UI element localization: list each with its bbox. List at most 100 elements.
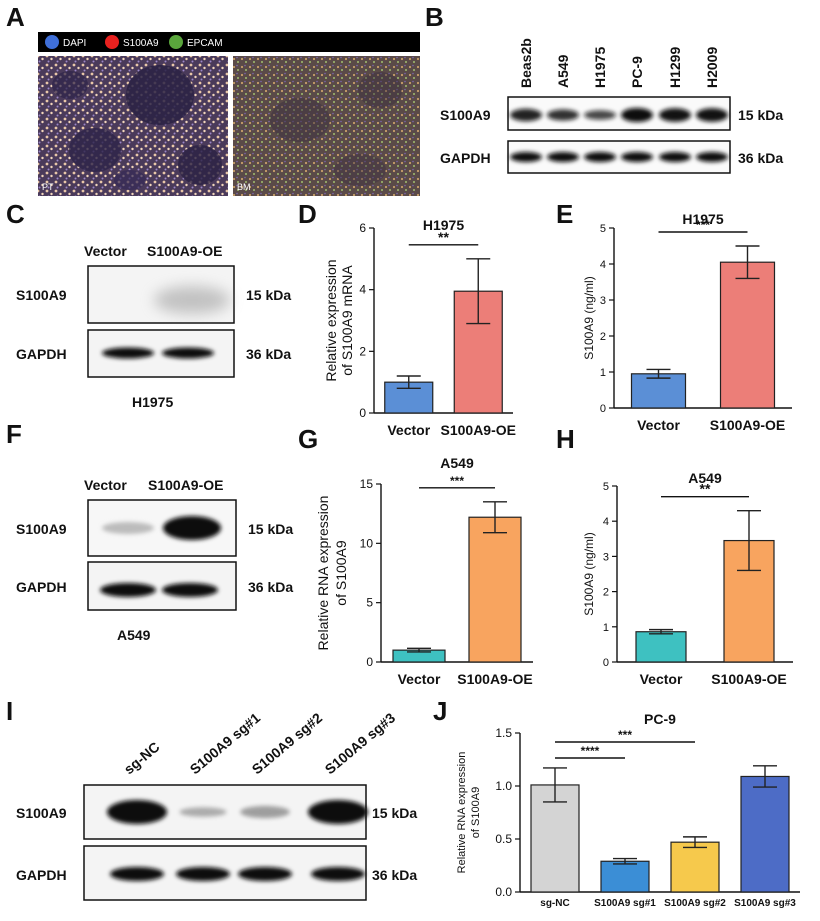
row-label-c-gapdh: GAPDH — [16, 346, 67, 362]
bands-b — [510, 108, 728, 162]
band-f-gapdh-oe — [162, 583, 218, 597]
y-tick-label-j: 1.5 — [495, 726, 512, 740]
y-tick-label-e: 0 — [600, 403, 606, 415]
lane-label-c-oe: S100A9-OE — [147, 243, 222, 259]
y-axis-label-j: Relative RNA expression — [456, 752, 468, 874]
lane-label-c-vector: Vector — [84, 243, 127, 259]
legend-label-s100a9: S100A9 — [123, 38, 159, 49]
y-tick-label-d: 6 — [359, 221, 366, 235]
row-label-f-s100a9: S100A9 — [16, 521, 67, 537]
category-label-h: S100A9-OE — [711, 671, 786, 687]
band-b-gapdh-h1975 — [584, 152, 616, 162]
chart-title-h: A549 — [688, 470, 722, 486]
lane-label-b-h2009: H2009 — [704, 47, 720, 88]
panel-letter-a: A — [6, 2, 25, 32]
band-f-s100a9-vector — [102, 522, 154, 534]
y-tick-label-d: 0 — [359, 406, 366, 420]
significance-label-j: *** — [618, 728, 632, 742]
category-label-e: S100A9-OE — [710, 417, 785, 433]
bar-e — [630, 373, 687, 409]
category-label-j: S100A9 sg#2 — [664, 898, 726, 909]
band-i-s100a9-s100a9-sg-3 — [308, 800, 368, 824]
row-label-c-s100a9: S100A9 — [16, 287, 67, 303]
y-axis-label-g: Relative RNA expression — [315, 496, 331, 651]
panel-letter-d: D — [298, 199, 317, 229]
band-b-gapdh-pc-9 — [621, 152, 653, 162]
y-tick-label-e: 1 — [600, 367, 606, 379]
significance-label-e: *** — [696, 218, 710, 232]
y-axis-label-j: of S100A9 — [470, 787, 482, 838]
band-b-gapdh-h1299 — [659, 152, 691, 162]
panel-letter-h: H — [556, 424, 575, 454]
bar-g — [468, 516, 522, 663]
row-label-b-s100a9: S100A9 — [440, 107, 491, 123]
panel-letter-f: F — [6, 419, 22, 449]
size-label-c-15kda: 15 kDa — [246, 287, 291, 303]
band-f-s100a9-oe — [163, 516, 221, 540]
panel-letter-e: E — [556, 199, 573, 229]
y-tick-label-j: 1.0 — [495, 779, 512, 793]
chart-title-d: H1975 — [423, 217, 464, 233]
band-b-s100a9-h1299 — [659, 108, 691, 122]
band-b-s100a9-a549 — [547, 109, 579, 121]
category-label-j: S100A9 sg#3 — [734, 898, 796, 909]
lane-label-i-sg-nc: sg-NC — [121, 739, 163, 778]
caption-f: A549 — [117, 627, 151, 643]
y-axis-label-d: Relative expression — [323, 259, 339, 381]
y-axis-label-g: of S100A9 — [333, 540, 349, 606]
y-axis-label-e: S100A9 (ng/ml) — [582, 276, 596, 359]
y-tick-label-e: 5 — [600, 223, 606, 235]
lane-label-f-oe: S100A9-OE — [148, 477, 223, 493]
y-tick-label-e: 3 — [600, 295, 606, 307]
image-bm: BM — [233, 56, 420, 196]
legend-dot-s100a9 — [105, 35, 119, 49]
bar-j — [530, 784, 580, 893]
y-tick-label-h: 2 — [603, 587, 609, 599]
band-b-s100a9-h1975 — [584, 110, 616, 120]
band-b-s100a9-beas2b — [510, 108, 542, 122]
chart-title-e: H1975 — [682, 211, 723, 227]
channel-legend: DAPI S100A9 EPCAM — [45, 35, 223, 49]
category-label-j: S100A9 sg#1 — [594, 898, 656, 909]
band-b-gapdh-h2009 — [696, 152, 728, 162]
band-i-gapdh-s100a9-sg-2 — [238, 867, 292, 881]
bar-j — [670, 841, 720, 893]
y-axis-label-h: S100A9 (ng/ml) — [582, 532, 596, 615]
legend-dot-dapi — [45, 35, 59, 49]
band-c-gapdh-oe — [162, 347, 214, 359]
legend-label-epcam: EPCAM — [187, 38, 223, 49]
band-i-s100a9-s100a9-sg-1 — [179, 807, 227, 817]
panel-letter-c: C — [6, 199, 25, 229]
y-tick-label-g: 0 — [366, 655, 373, 669]
chart-d: D H1975 0 2 4 6 Relative expression of S100A9 m… — [298, 199, 516, 438]
band-i-gapdh-s100a9-sg-3 — [311, 867, 365, 881]
significance-label-h: ** — [700, 481, 711, 497]
legend-label-dapi: DAPI — [63, 38, 86, 49]
band-c-gapdh-vector — [102, 347, 154, 359]
chart-g: G A549 0 5 10 15 Relative RNA expression of S10… — [298, 424, 533, 687]
band-b-gapdh-beas2b — [510, 152, 542, 162]
band-i-s100a9-s100a9-sg-2 — [240, 805, 290, 819]
y-tick-label-e: 2 — [600, 331, 606, 343]
bar-e — [719, 261, 776, 409]
lane-label-b-pc-9: PC-9 — [629, 56, 645, 88]
bar-charts: D H1975 0 2 4 6 Relative expression of S100A9 m… — [298, 199, 800, 909]
category-label-g: Vector — [398, 671, 441, 687]
panel-c: C Vector S100A9-OE S100A9 GAPDH 15 kDa 3… — [6, 199, 291, 410]
panel-f: F Vector S100A9-OE S100A9 GAPDH 15 kDa 3… — [6, 419, 293, 643]
y-tick-label-g: 10 — [360, 536, 374, 550]
y-tick-label-j: 0.0 — [495, 885, 512, 899]
category-label-e: Vector — [637, 417, 680, 433]
category-label-d: Vector — [387, 422, 430, 438]
band-i-s100a9-sg-nc — [107, 800, 167, 824]
y-tick-label-h: 0 — [603, 657, 609, 669]
panel-letter-i: I — [6, 696, 13, 726]
y-tick-label-h: 4 — [603, 516, 609, 528]
chart-title-j: PC-9 — [644, 711, 676, 727]
legend-dot-epcam — [169, 35, 183, 49]
significance-label-d: ** — [438, 229, 449, 245]
size-label-b-36kda: 36 kDa — [738, 150, 783, 166]
